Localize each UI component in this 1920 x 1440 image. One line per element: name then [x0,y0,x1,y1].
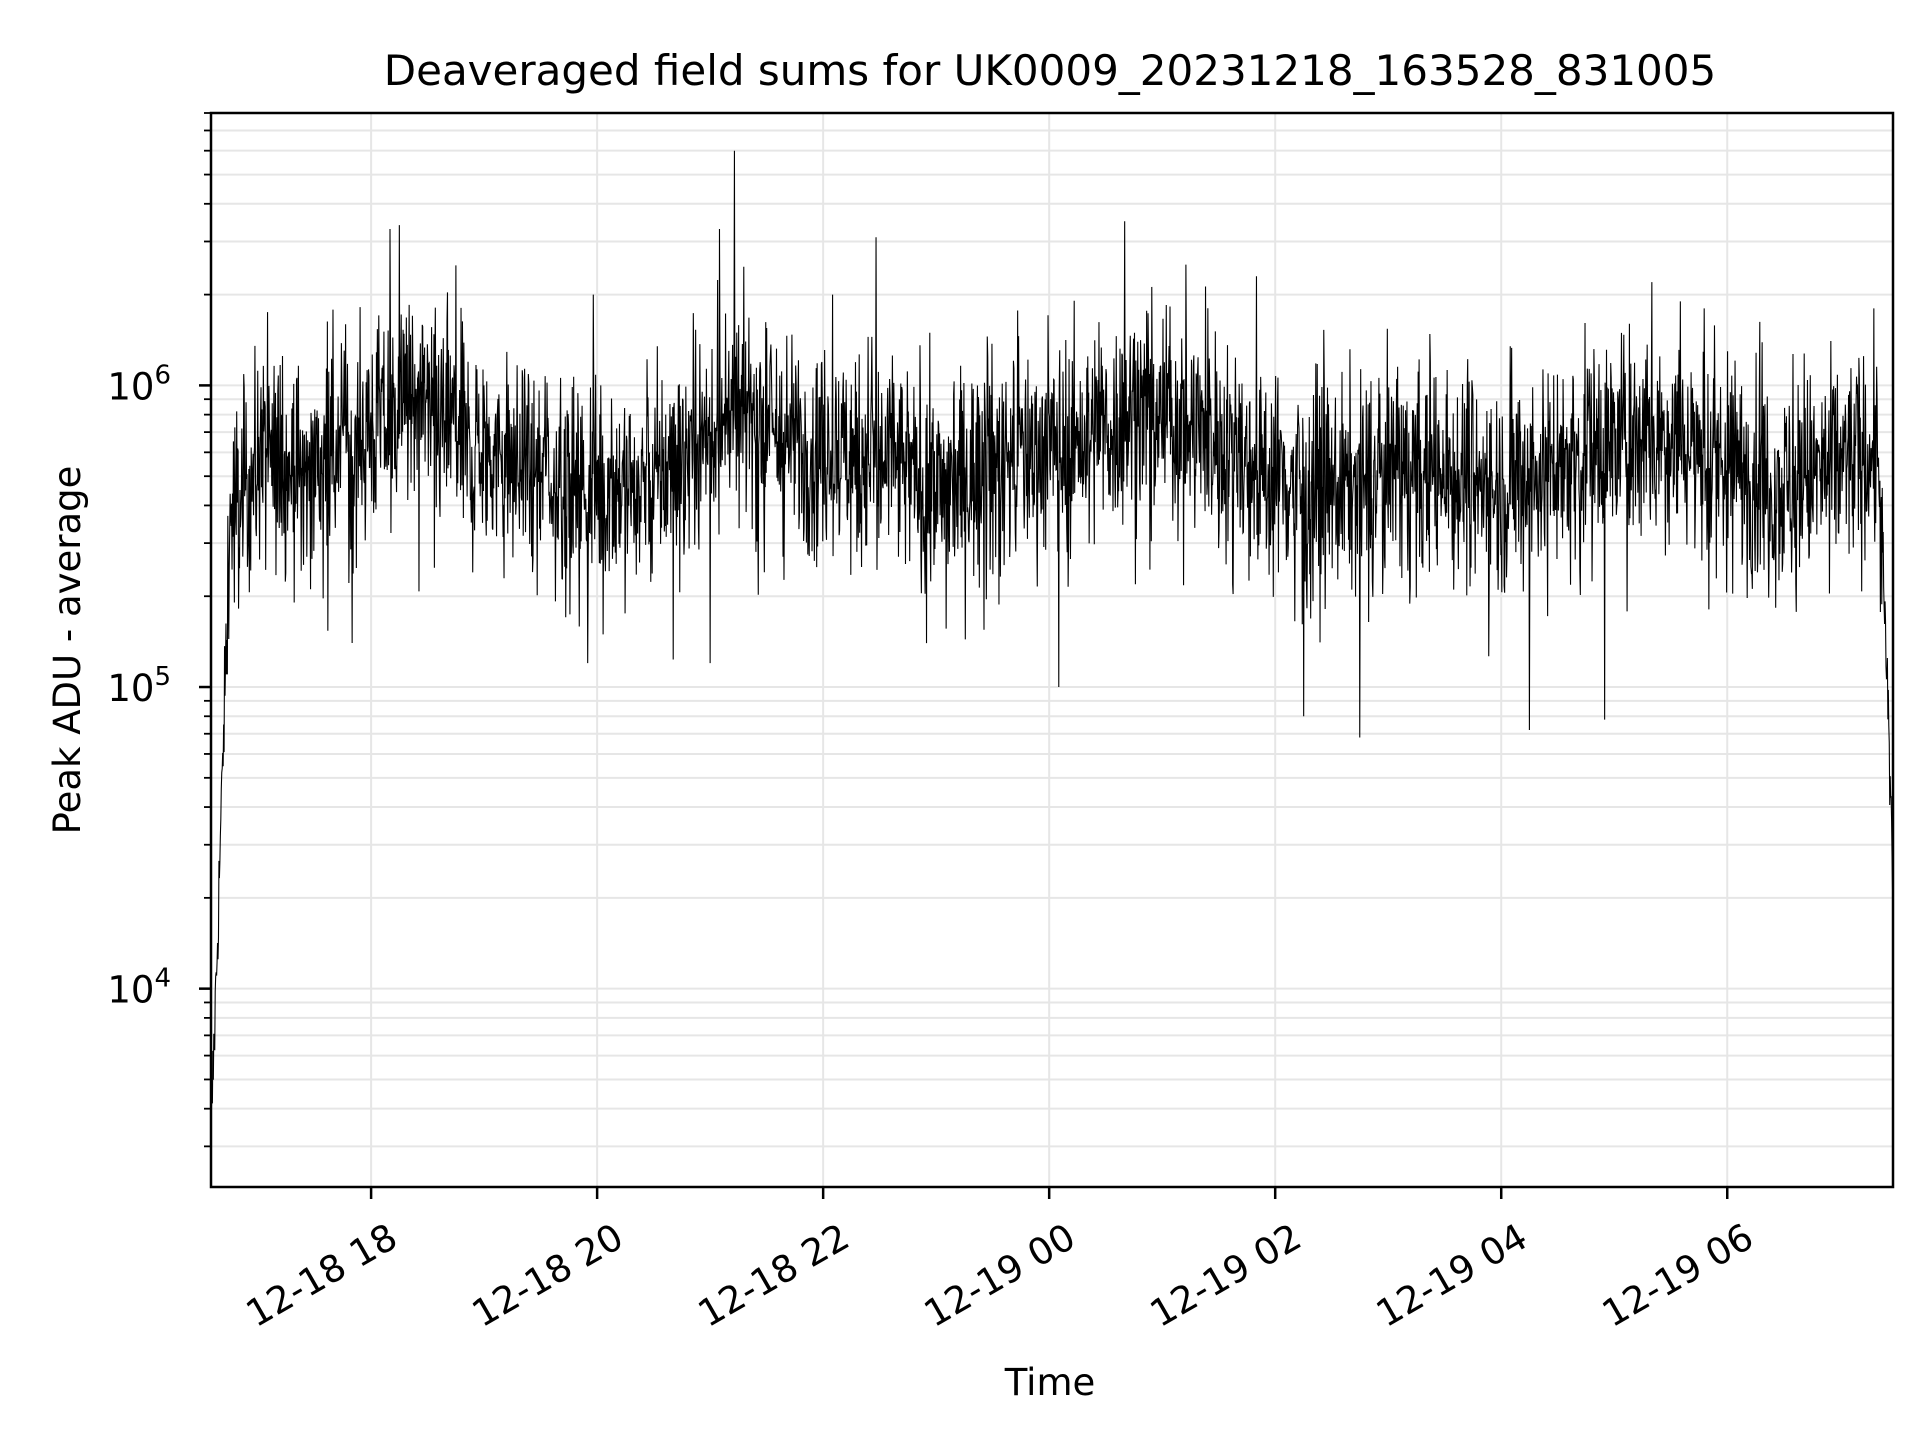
plot-frame [209,111,1895,1189]
chart-title: Deaveraged field sums for UK0009_2023121… [384,46,1716,95]
series-layer [210,150,1894,1114]
series-line [210,150,1894,1114]
y-tick-label: 104 [107,964,171,1012]
y-axis-label: Peak ADU - average [46,466,89,835]
y-tick-label: 105 [107,662,171,710]
ticks [199,112,1729,1199]
y-tick-label: 106 [107,360,171,408]
x-axis-label: Time [1004,1361,1096,1404]
grid [211,112,1893,1187]
